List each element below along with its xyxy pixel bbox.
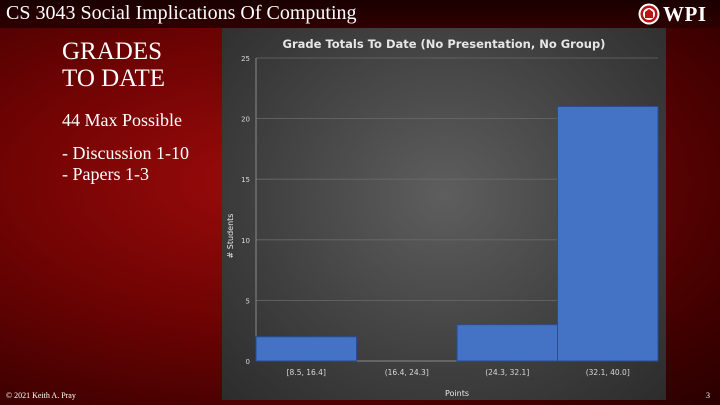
x-axis-label: Points: [445, 389, 469, 398]
chart-panel: Grade Totals To Date (No Presentation, N…: [222, 28, 666, 400]
slide-heading: GRADES TO DATE: [62, 38, 222, 92]
x-tick-label: [8.5, 16.4]: [287, 368, 326, 377]
bars: [255, 105, 659, 362]
max-possible-text: 44 Max Possible: [62, 110, 183, 130]
y-tick-label: 25: [241, 55, 250, 63]
bar: [255, 336, 357, 362]
y-tick-labels: 0 5 10 15 20 25: [241, 55, 250, 366]
heading-line: GRADES: [62, 38, 163, 65]
x-tick-label: (16.4, 24.3]: [385, 368, 429, 377]
x-tick-label: (32.1, 40.0]: [586, 368, 630, 377]
y-tick-label: 5: [246, 297, 250, 305]
y-tick-label: 20: [241, 116, 250, 124]
wpi-logo-text: WPI: [663, 1, 707, 26]
x-tick-label: (24.3, 32.1]: [485, 368, 529, 377]
y-tick-label: 10: [241, 237, 250, 245]
y-tick-label: 0: [246, 358, 250, 366]
wpi-seal-icon: [638, 3, 660, 25]
page-number: 3: [706, 391, 710, 400]
chart-title: Grade Totals To Date (No Presentation, N…: [283, 37, 606, 51]
wpi-logo: WPI: [638, 2, 718, 26]
footer-copyright: © 2021 Keith A. Pray: [6, 391, 76, 400]
bullet-item: - Papers 1-3: [62, 164, 149, 184]
bar: [456, 324, 558, 362]
x-tick-labels: [8.5, 16.4] (16.4, 24.3] (24.3, 32.1] (32.1…: [287, 368, 630, 377]
bullet-item: - Discussion 1-10: [62, 143, 189, 163]
y-tick-label: 15: [241, 176, 250, 184]
heading-line: TO DATE: [62, 65, 166, 92]
bullet-list: - Discussion 1-10 - Papers 1-3: [62, 143, 189, 185]
bar: [557, 105, 659, 362]
y-axis-label: # Students: [226, 214, 235, 259]
course-title: CS 3043 Social Implications Of Computing: [6, 2, 357, 24]
bar-chart: Grade Totals To Date (No Presentation, N…: [226, 37, 659, 398]
header-bar: [0, 0, 720, 28]
